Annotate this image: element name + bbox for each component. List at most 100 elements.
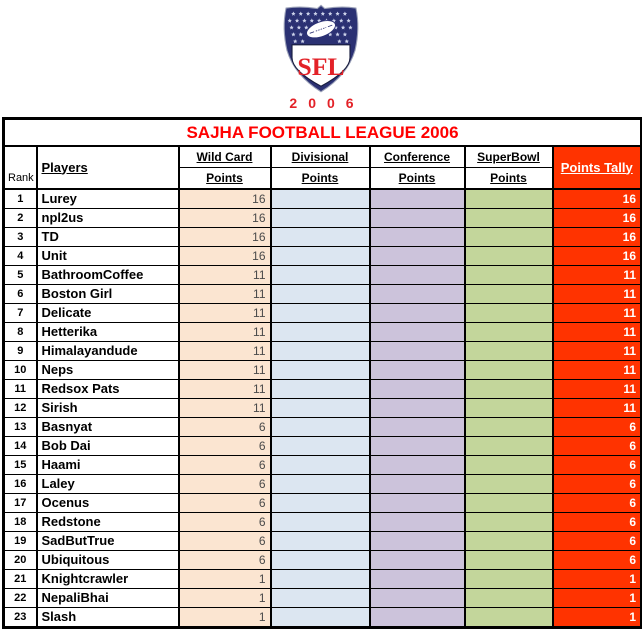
divisional-points-cell <box>269 493 370 513</box>
divisional-points-cell <box>269 341 370 361</box>
conference-points-cell <box>368 550 465 570</box>
divisional-points-cell <box>269 303 370 323</box>
rank-cell: 4 <box>3 246 37 266</box>
divisional-points-cell <box>269 379 370 399</box>
conference-points-cell <box>368 227 465 247</box>
rank-cell: 14 <box>3 436 37 456</box>
player-name-cell: TD <box>35 227 179 247</box>
points-tally-cell: 1 <box>551 588 642 608</box>
rank-cell: 10 <box>3 360 37 380</box>
conference-points-cell <box>368 569 465 589</box>
table-row: 19 SadButTrue 6 6 <box>3 531 642 551</box>
conference-points-cell <box>368 417 465 437</box>
sfl-logo: SFL 2006 <box>0 0 642 111</box>
table-row: 4 Unit 16 16 <box>3 246 642 266</box>
divisional-points-cell <box>269 436 370 456</box>
players-header: Players <box>35 145 179 190</box>
conference-points-cell <box>368 436 465 456</box>
points-tally-cell: 6 <box>551 455 642 475</box>
player-name-cell: Slash <box>35 607 179 628</box>
table-row: 17 Ocenus 6 6 <box>3 493 642 513</box>
divisional-points-cell <box>269 569 370 589</box>
points-tally-cell: 16 <box>551 246 642 266</box>
wildcard-points-cell: 11 <box>177 379 271 399</box>
points-tally-cell: 1 <box>551 569 642 589</box>
divisional-points-cell <box>269 188 370 209</box>
table-row: 9 Himalayandude 11 11 <box>3 341 642 361</box>
wildcard-points-cell: 16 <box>177 246 271 266</box>
conference-points-cell <box>368 398 465 418</box>
table-row: 2 npl2us 16 16 <box>3 208 642 228</box>
wildcard-points-cell: 6 <box>177 417 271 437</box>
superbowl-points-cell <box>463 379 553 399</box>
wildcard-points-cell: 11 <box>177 284 271 304</box>
rank-cell: 19 <box>3 531 37 551</box>
wildcard-points-cell: 1 <box>177 588 271 608</box>
wildcard-points-cell: 6 <box>177 436 271 456</box>
conference-points-cell <box>368 188 465 209</box>
conference-points-cell <box>368 246 465 266</box>
points-tally-cell: 11 <box>551 360 642 380</box>
superbowl-points-cell <box>463 436 553 456</box>
wildcard-points-cell: 6 <box>177 550 271 570</box>
points-tally-cell: 6 <box>551 531 642 551</box>
player-name-cell: SadButTrue <box>35 531 179 551</box>
player-name-cell: Boston Girl <box>35 284 179 304</box>
divisional-points-cell <box>269 550 370 570</box>
divisional-points-subheader: Points <box>269 167 370 190</box>
player-name-cell: Himalayandude <box>35 341 179 361</box>
rank-cell: 23 <box>3 607 37 628</box>
player-name-cell: Redsox Pats <box>35 379 179 399</box>
divisional-points-cell <box>269 607 370 628</box>
rank-cell: 12 <box>3 398 37 418</box>
table-row: 21 Knightcrawler 1 1 <box>3 569 642 589</box>
rank-cell: 17 <box>3 493 37 513</box>
points-tally-cell: 11 <box>551 265 642 285</box>
wildcard-points-cell: 6 <box>177 493 271 513</box>
superbowl-points-cell <box>463 208 553 228</box>
points-tally-cell: 6 <box>551 550 642 570</box>
wildcard-points-cell: 6 <box>177 531 271 551</box>
rank-cell: 21 <box>3 569 37 589</box>
rank-cell: 18 <box>3 512 37 532</box>
conference-points-cell <box>368 360 465 380</box>
wildcard-points-cell: 11 <box>177 398 271 418</box>
shield-panel <box>291 44 351 87</box>
divisional-points-cell <box>269 322 370 342</box>
rank-cell: 9 <box>3 341 37 361</box>
conference-points-cell <box>368 379 465 399</box>
superbowl-points-cell <box>463 607 553 628</box>
divisional-points-cell <box>269 455 370 475</box>
rank-cell: 3 <box>3 227 37 247</box>
wildcard-points-cell: 6 <box>177 455 271 475</box>
football-icon <box>306 20 336 39</box>
player-name-cell: npl2us <box>35 208 179 228</box>
table-row: 22 NepaliBhai 1 1 <box>3 588 642 608</box>
table-row: 6 Boston Girl 11 11 <box>3 284 642 304</box>
conference-points-cell <box>368 531 465 551</box>
player-name-cell: Knightcrawler <box>35 569 179 589</box>
table-row: 7 Delicate 11 11 <box>3 303 642 323</box>
conference-header: Conference <box>368 145 465 168</box>
superbowl-header: SuperBowl <box>463 145 553 168</box>
conference-points-cell <box>368 284 465 304</box>
player-name-cell: Unit <box>35 246 179 266</box>
player-name-cell: Ubiquitous <box>35 550 179 570</box>
standings-table: SAJHA FOOTBALL LEAGUE 2006 Rank Players … <box>2 117 642 629</box>
table-row: 3 TD 16 16 <box>3 227 642 247</box>
superbowl-points-cell <box>463 550 553 570</box>
points-tally-cell: 11 <box>551 398 642 418</box>
table-row: 13 Basnyat 6 6 <box>3 417 642 437</box>
superbowl-points-cell <box>463 417 553 437</box>
rank-cell: 1 <box>3 188 37 209</box>
table-row: 18 Redstone 6 6 <box>3 512 642 532</box>
table-row: 5 BathroomCoffee 11 11 <box>3 265 642 285</box>
points-tally-cell: 16 <box>551 208 642 228</box>
wildcard-header: Wild Card <box>177 145 271 168</box>
divisional-header: Divisional <box>269 145 370 168</box>
wildcard-points-cell: 1 <box>177 569 271 589</box>
table-row: 15 Haami 6 6 <box>3 455 642 475</box>
conference-points-cell <box>368 588 465 608</box>
wildcard-points-subheader: Points <box>177 167 271 190</box>
superbowl-points-cell <box>463 398 553 418</box>
